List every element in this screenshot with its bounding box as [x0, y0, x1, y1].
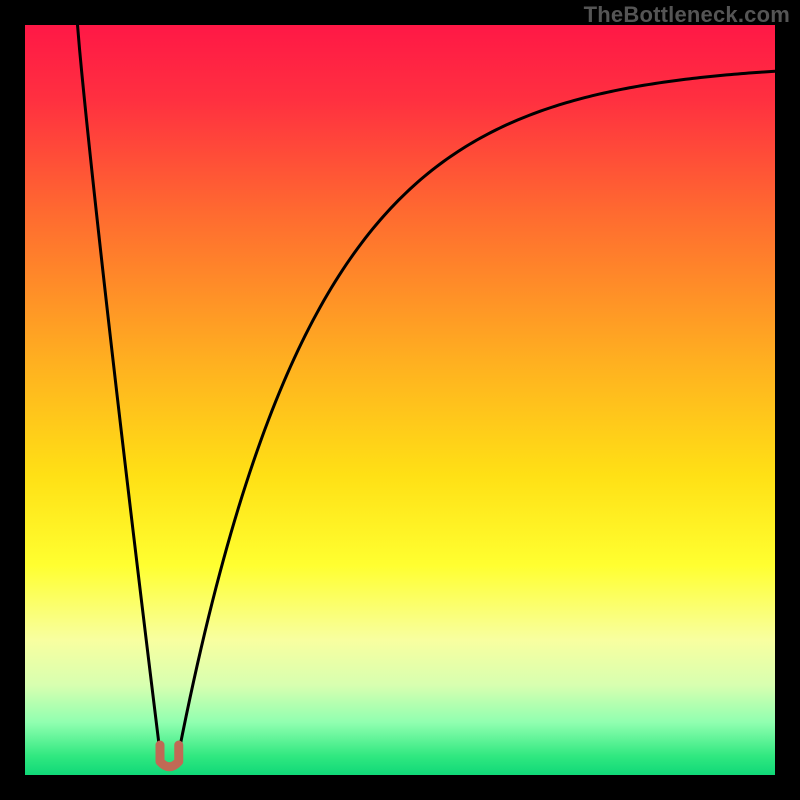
plot-background [25, 25, 775, 775]
chart-container: TheBottleneck.com [0, 0, 800, 800]
plot-svg [0, 0, 800, 800]
watermark: TheBottleneck.com [584, 2, 790, 28]
